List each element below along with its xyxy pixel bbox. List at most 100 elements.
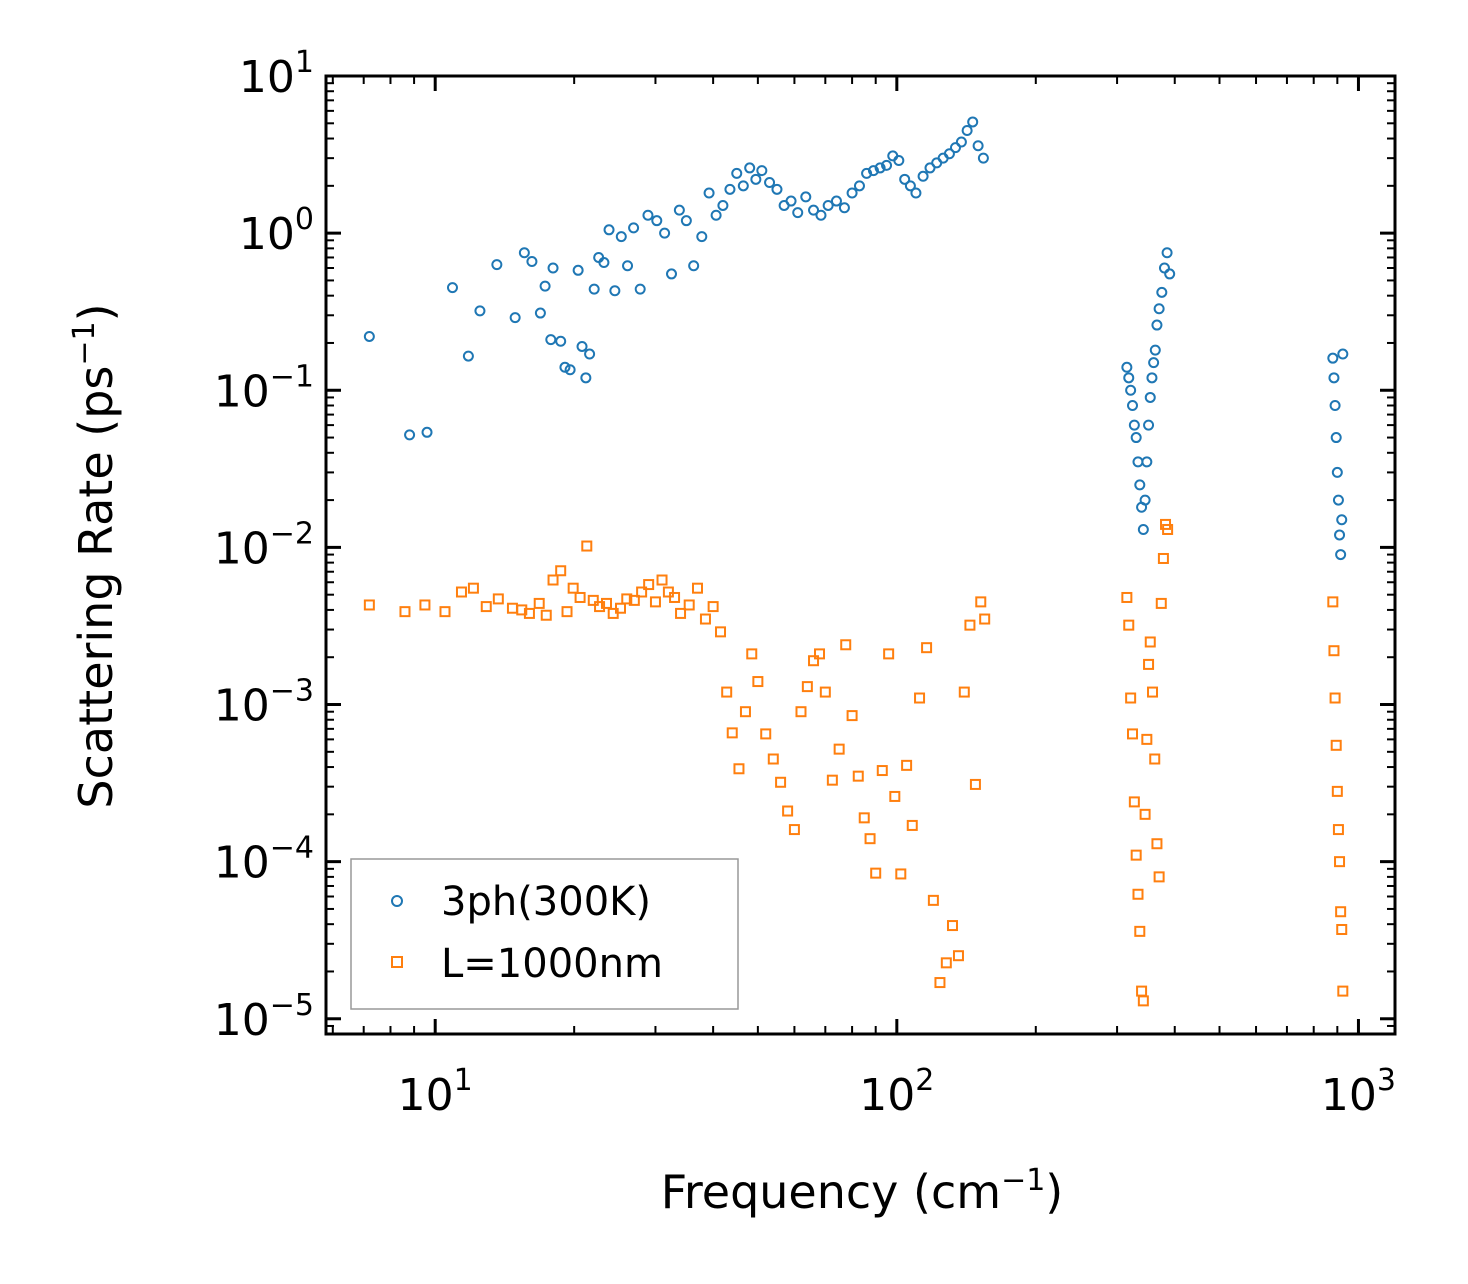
- data-point: [1330, 432, 1342, 444]
- data-point: [572, 264, 584, 276]
- data-point: [1137, 523, 1149, 535]
- data-point: [864, 833, 876, 845]
- data-point: [480, 601, 492, 613]
- data-point: [1123, 372, 1135, 384]
- data-point: [746, 648, 758, 660]
- y-tick-label: 10−5: [214, 988, 314, 1046]
- data-point: [815, 209, 827, 221]
- data-point: [547, 574, 559, 586]
- data-point: [775, 776, 787, 788]
- data-point: [564, 364, 576, 376]
- data-point: [580, 372, 592, 384]
- x-tick-label: 101: [398, 1063, 473, 1121]
- data-point: [764, 176, 776, 188]
- data-point: [675, 607, 687, 619]
- data-point: [952, 950, 964, 962]
- data-point: [943, 148, 955, 160]
- data-point: [1149, 753, 1161, 765]
- data-point: [1149, 344, 1161, 356]
- data-point: [584, 348, 596, 360]
- data-point: [972, 140, 984, 152]
- major-ticks: [326, 74, 1395, 1034]
- data-point: [1151, 838, 1163, 850]
- data-point: [615, 602, 627, 614]
- data-point: [598, 257, 610, 269]
- data-point: [946, 920, 958, 932]
- legend-marker-3ph: [391, 895, 403, 907]
- data-point: [967, 116, 979, 128]
- data-point: [399, 606, 411, 618]
- data-point: [491, 259, 503, 271]
- data-point: [692, 582, 704, 594]
- data-point: [603, 224, 615, 236]
- y-tick-label: 101: [239, 45, 314, 103]
- data-point: [881, 159, 893, 171]
- data-point: [904, 180, 916, 192]
- data-point: [924, 162, 936, 174]
- data-point: [782, 805, 794, 817]
- data-point: [906, 819, 918, 831]
- data-point: [975, 596, 987, 608]
- data-point: [1336, 923, 1348, 935]
- data-point: [1137, 995, 1149, 1007]
- data-point: [1335, 906, 1347, 918]
- data-point: [642, 209, 654, 221]
- data-point: [731, 167, 743, 179]
- x-tick-label: 102: [859, 1063, 934, 1121]
- data-point: [1147, 686, 1159, 698]
- data-point: [853, 180, 865, 192]
- data-point: [643, 579, 655, 591]
- data-point: [874, 162, 886, 174]
- data-point: [656, 574, 668, 586]
- data-point: [699, 613, 711, 625]
- data-point: [883, 648, 895, 660]
- data-point: [1125, 692, 1137, 704]
- data-point: [846, 187, 858, 199]
- data-point: [1155, 597, 1167, 609]
- data-point: [1334, 856, 1346, 868]
- series-layer: [363, 116, 1349, 1007]
- data-point: [1331, 466, 1343, 478]
- data-point: [526, 255, 538, 267]
- data-point: [917, 170, 929, 182]
- data-point: [446, 282, 458, 294]
- y-tick-label: 100: [239, 202, 314, 260]
- data-point: [901, 759, 913, 771]
- legend-label-boundary: L=1000nm: [441, 941, 663, 987]
- data-point: [870, 867, 882, 879]
- data-point: [545, 334, 557, 346]
- data-point: [659, 227, 671, 239]
- data-point: [1327, 352, 1339, 364]
- data-point: [958, 686, 970, 698]
- legend-box: [350, 858, 739, 1010]
- data-point: [1130, 849, 1142, 861]
- data-point: [1134, 925, 1146, 937]
- plot-frame: [324, 74, 1397, 1036]
- data-point: [726, 727, 738, 739]
- data-point: [455, 586, 467, 598]
- data-point: [1164, 268, 1176, 280]
- y-tick-label: 10−4: [214, 831, 314, 889]
- legend-label-3ph: 3ph(300K): [441, 879, 651, 925]
- data-point: [683, 599, 695, 611]
- data-point: [1148, 357, 1160, 369]
- data-point: [404, 429, 416, 441]
- data-point: [567, 582, 579, 594]
- data-point: [1337, 985, 1349, 997]
- data-point: [1146, 372, 1158, 384]
- data-point: [1331, 785, 1343, 797]
- data-point: [1332, 494, 1344, 506]
- data-point: [715, 626, 727, 638]
- data-point: [1121, 361, 1133, 373]
- data-point: [540, 609, 552, 621]
- data-point: [1144, 391, 1156, 403]
- data-point: [1144, 636, 1156, 648]
- data-point: [721, 686, 733, 698]
- data-point: [492, 593, 504, 605]
- data-point: [1141, 733, 1153, 745]
- data-point: [756, 165, 768, 177]
- data-point: [1156, 286, 1168, 298]
- data-point: [628, 222, 640, 234]
- data-point: [594, 601, 606, 613]
